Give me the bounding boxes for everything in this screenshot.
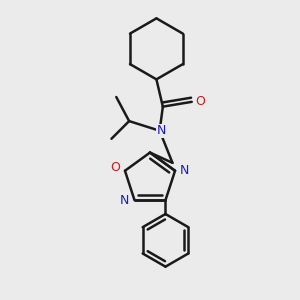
Text: N: N bbox=[120, 194, 130, 207]
Text: O: O bbox=[110, 161, 120, 174]
Text: N: N bbox=[157, 124, 166, 137]
Text: N: N bbox=[180, 164, 189, 177]
Text: O: O bbox=[195, 95, 205, 108]
